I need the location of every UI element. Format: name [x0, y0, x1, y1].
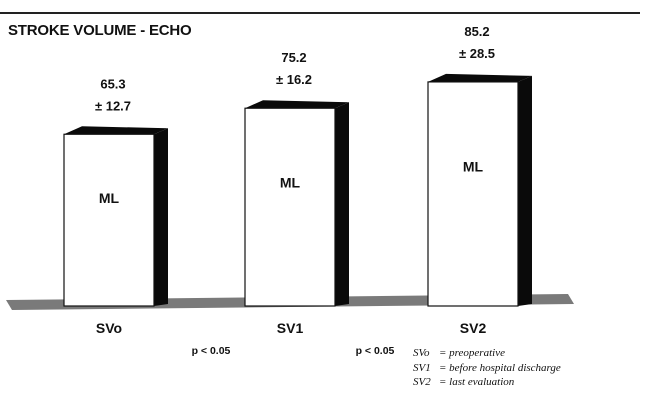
tick-label-svo: SVo [96, 320, 122, 336]
top-rule [0, 12, 640, 14]
mean-label-sv1: 75.2 [281, 50, 306, 65]
legend-key: SV1 [413, 361, 431, 374]
tick-label-sv1: SV1 [277, 320, 304, 336]
bar-top-sv2 [428, 73, 532, 82]
bars-group [63, 73, 532, 307]
legend-desc: = last evaluation [439, 376, 515, 388]
mean-label-sv2: 85.2 [464, 24, 489, 39]
bar-unit-label-sv2: ML [463, 159, 484, 175]
p-value-label-2: p < 0.05 [356, 345, 395, 357]
p-value-label-1: p < 0.05 [192, 345, 231, 357]
sd-label-sv2: ± 28.5 [459, 46, 495, 61]
sd-label-sv1: ± 16.2 [276, 72, 312, 87]
legend-item-svo: SVo = preoperative [413, 346, 561, 361]
sd-label-svo: ± 12.7 [95, 98, 131, 113]
legend: SVo = preoperative SV1 = before hospital d… [413, 346, 561, 390]
legend-item-sv2: SV2 = last evaluation [413, 375, 561, 390]
chart-title: STROKE VOLUME - ECHO [8, 22, 192, 39]
bar-unit-label-svo: ML [99, 190, 120, 206]
bar-sv1 [244, 107, 336, 307]
bar-svo [63, 133, 155, 307]
bar-side-sv2 [518, 75, 532, 306]
legend-desc: = before hospital discharge [439, 361, 561, 374]
legend-key: SVo [413, 347, 430, 359]
mean-label-svo: 65.3 [100, 76, 125, 91]
legend-item-sv1: SV1 = before hospital discharge [413, 361, 561, 376]
bar-side-sv1 [335, 102, 349, 306]
bar-unit-label-sv1: ML [280, 174, 301, 190]
legend-desc: = preoperative [439, 347, 505, 359]
bar-side-svo [154, 128, 168, 306]
bar-top-svo [64, 126, 168, 135]
labels-group: ML 65.3 ± 12.7 SVo ML 75.2 ± 16.2 SV1 ML 85.2 ± 28… [95, 24, 495, 357]
legend-key: SV2 [413, 376, 431, 388]
tick-label-sv2: SV2 [460, 320, 487, 336]
bar-sv2 [427, 81, 519, 307]
bar-top-sv1 [245, 100, 349, 109]
